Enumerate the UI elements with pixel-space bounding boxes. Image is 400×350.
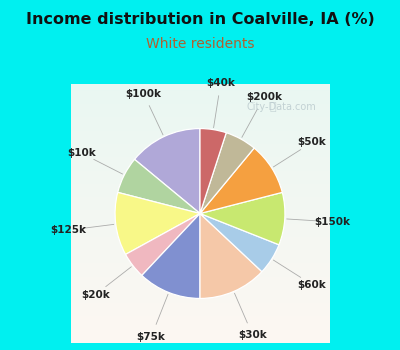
Bar [34,142,366,149]
Bar [34,102,366,109]
Bar [34,308,366,314]
Text: $200k: $200k [246,92,282,102]
Bar [34,228,366,235]
Bar [34,341,366,348]
Wedge shape [200,214,279,272]
Text: City-Data.com: City-Data.com [247,102,316,112]
Text: $40k: $40k [206,77,235,88]
Bar [34,314,366,321]
Text: $75k: $75k [137,332,166,342]
Bar [34,82,366,89]
Bar [34,202,366,208]
Bar [34,129,366,135]
Bar [34,334,366,341]
Bar [34,301,366,308]
Bar [34,116,366,122]
Bar [34,321,366,328]
Wedge shape [115,193,200,254]
Wedge shape [142,214,200,299]
Bar [34,281,366,288]
Bar [34,348,366,350]
Text: ⓘ: ⓘ [269,102,276,112]
Bar [34,135,366,142]
Wedge shape [200,133,254,214]
Text: Income distribution in Coalville, IA (%): Income distribution in Coalville, IA (%) [26,12,374,27]
Bar [34,188,366,195]
Bar [34,162,366,169]
Wedge shape [126,214,200,275]
Wedge shape [134,128,200,214]
Bar [34,169,366,175]
Bar [34,56,366,62]
Bar [34,248,366,255]
Bar [34,155,366,162]
Wedge shape [200,128,226,214]
Text: $150k: $150k [314,217,350,227]
Bar [34,208,366,215]
Text: $30k: $30k [238,330,267,340]
Text: $10k: $10k [68,148,96,158]
Wedge shape [118,159,200,214]
Bar [34,76,366,82]
Bar [34,222,366,228]
Bar [34,215,366,222]
Bar [34,109,366,116]
Bar [34,122,366,129]
Bar [34,89,366,96]
Bar [34,69,366,76]
Bar [34,49,366,56]
Bar [34,275,366,281]
Text: $100k: $100k [126,89,162,98]
Bar [34,294,366,301]
Bar [34,62,366,69]
Bar [34,149,366,155]
Text: $20k: $20k [81,290,110,300]
Bar [34,195,366,202]
Bar [34,182,366,188]
Bar [34,268,366,275]
Bar [34,328,366,334]
Text: White residents: White residents [146,37,254,51]
Bar [34,43,366,49]
Text: $60k: $60k [298,280,326,289]
Bar [34,288,366,294]
Wedge shape [200,214,262,299]
Bar [34,96,366,102]
Text: $50k: $50k [298,138,326,147]
Bar [34,241,366,248]
Bar [34,235,366,242]
Wedge shape [200,148,282,214]
Wedge shape [200,193,285,245]
Bar [34,255,366,261]
Bar [34,261,366,268]
Text: $125k: $125k [50,225,86,235]
Bar [34,175,366,182]
